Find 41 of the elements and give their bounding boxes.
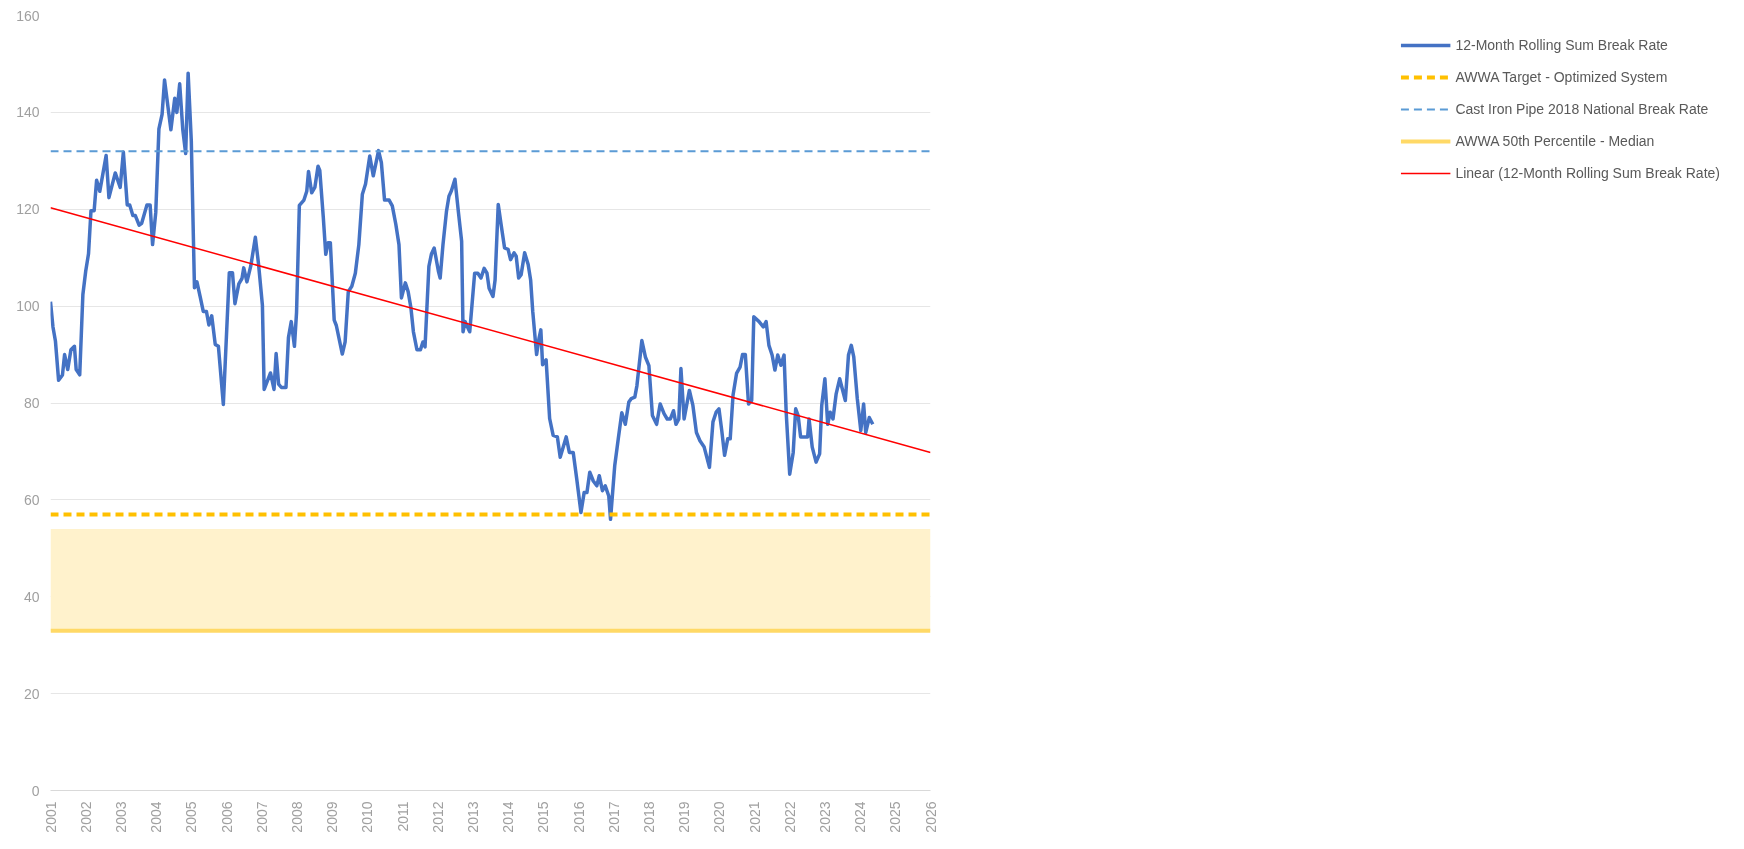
y-tick-label: 40 [23,588,40,605]
x-tick-label: 2007 [253,801,270,833]
line-series [50,71,875,521]
x-tick-label: 2018 [640,801,657,833]
x-tick-label: 2025 [887,801,904,833]
y-tick-label: 140 [16,104,40,121]
legend-label: AWWA Target - Optimized System [1455,69,1668,85]
x-tick-label: 2023 [816,801,833,833]
x-tick-label: 2002 [77,801,94,833]
y-tick-label: 0 [31,782,40,799]
legend-label: Linear (12-Month Rolling Sum Break Rate) [1455,165,1720,181]
y-tick-label: 20 [23,685,40,702]
x-tick-label: 2011 [394,801,411,832]
x-tick-label: 2008 [288,801,305,833]
legend-label: Cast Iron Pipe 2018 National Break Rate [1455,101,1709,117]
x-tick-label: 2022 [781,801,798,833]
y-tick-label: 80 [23,395,40,411]
x-tick-label: 2013 [464,801,481,833]
x-tick-label: 2003 [112,801,129,833]
legend-label: 12-Month Rolling Sum Break Rate [1455,37,1668,53]
x-tick-label: 2015 [535,801,552,833]
x-tick-label: 2017 [605,801,622,833]
x-tick-label: 2019 [676,801,693,833]
x-tick-label: 2012 [429,801,446,833]
x-tick-label: 2010 [359,801,376,833]
x-tick-label: 2006 [218,801,235,833]
x-tick-label: 2016 [570,801,587,833]
x-tick-label: 2024 [852,801,869,833]
x-tick-label: 2014 [500,801,517,833]
y-tick-label: 60 [23,491,40,508]
x-tick-label: 2005 [183,801,200,833]
y-tick-label: 120 [16,201,40,218]
y-tick-label: 160 [16,7,40,24]
y-tick-label: 100 [16,298,40,315]
x-tick-label: 2001 [42,801,59,833]
x-tick-label: 2009 [324,801,341,833]
x-tick-label: 2026 [922,801,939,833]
x-tick-label: 2021 [746,801,763,833]
legend-label: AWWA 50th Percentile - Median [1455,133,1655,149]
x-tick-label: 2004 [148,801,165,833]
x-tick-label: 2020 [711,801,728,833]
